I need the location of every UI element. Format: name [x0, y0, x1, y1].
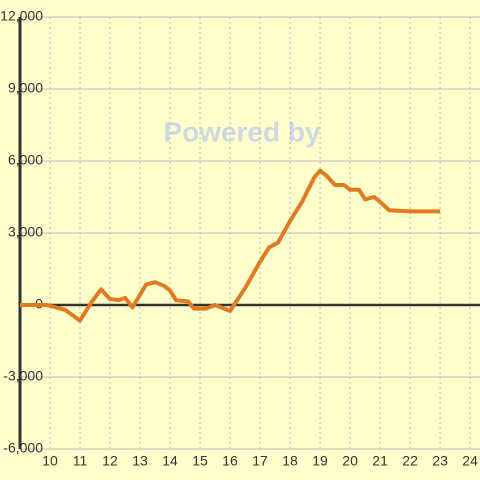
x-tick-label: 23 [432, 453, 448, 469]
y-tick-label: 12,000 [0, 8, 43, 24]
line-series [20, 168, 441, 323]
x-tick-label: 10 [42, 453, 58, 469]
y-tick-label: -3,000 [3, 368, 43, 384]
x-tick-label: 20 [342, 453, 358, 469]
x-tick-label: 11 [73, 453, 88, 469]
x-tick-label: 21 [372, 453, 388, 469]
x-tick-label: 15 [192, 453, 208, 469]
x-tick-label: 14 [162, 453, 178, 469]
y-tick-label: 6,000 [8, 152, 43, 168]
x-tick-label: 19 [312, 453, 328, 469]
x-tick-label: 22 [402, 453, 418, 469]
watermark: Powered by [163, 116, 321, 147]
y-tick-label: -6,000 [3, 440, 43, 456]
x-tick-label: 16 [222, 453, 238, 469]
x-tick-label: 24 [462, 453, 478, 469]
x-tick-label: 12 [102, 453, 118, 469]
y-tick-label: 9,000 [8, 80, 43, 96]
x-tick-label: 13 [132, 453, 148, 469]
y-tick-label: 3,000 [8, 224, 43, 240]
x-tick-label: 17 [252, 453, 268, 469]
x-tick-label: 18 [282, 453, 298, 469]
